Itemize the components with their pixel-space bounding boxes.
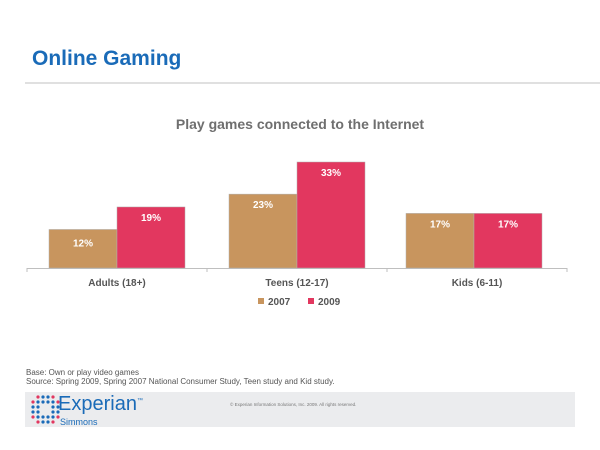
logo-dot [36, 405, 40, 409]
bar-2007-1 [228, 193, 298, 269]
footer-band [25, 392, 575, 427]
footnote-base: Base: Own or play video games [26, 368, 139, 377]
logo-dot [31, 410, 35, 414]
logo-dot [51, 420, 55, 424]
data-label: 33% [321, 168, 341, 179]
data-label: 19% [141, 213, 161, 224]
logo-dot [46, 400, 50, 404]
logo-dot [46, 395, 50, 399]
data-label: 23% [253, 200, 273, 211]
experian-logo-icon [31, 395, 60, 424]
data-label: 17% [430, 219, 450, 230]
title-divider [25, 82, 600, 84]
logo-dot [36, 410, 40, 414]
x-tick-label: Kids (6-11) [452, 278, 503, 289]
logo-dot [41, 395, 45, 399]
logo-dot [51, 405, 55, 409]
logo-dot [46, 415, 50, 419]
page-title: Online Gaming [32, 47, 182, 70]
logo-dot [41, 400, 45, 404]
logo-dot [41, 420, 45, 424]
logo-dot [56, 400, 60, 404]
logo-dot [56, 405, 60, 409]
logo-dot [51, 410, 55, 414]
brand-text: Experian [58, 393, 137, 415]
brand-tm: ™ [136, 398, 143, 404]
bar-chart: 12% 19% Adults (18+) 23% 33% Teens (12-17) 17%… [26, 161, 568, 308]
logo-dot [51, 415, 55, 419]
legend-swatch-2007 [258, 298, 264, 304]
footnote-source: Source: Spring 2009, Spring 2007 Nationa… [26, 377, 335, 386]
legend-label-2007: 2007 [268, 297, 291, 308]
brand-subtitle: Simmons [60, 417, 98, 427]
logo-dot [36, 400, 40, 404]
logo-dot [41, 415, 45, 419]
data-label: 12% [73, 238, 93, 249]
brand-name: Experian™ [58, 393, 143, 416]
logo-dot [51, 395, 55, 399]
x-tick-label: Teens (12-17) [265, 278, 328, 289]
logo-dot [31, 400, 35, 404]
bar-2009-2 [473, 213, 543, 269]
legend-label-2009: 2009 [318, 297, 341, 308]
legend-swatch-2009 [308, 298, 314, 304]
logo-dot [31, 405, 35, 409]
chart-title: Play games connected to the Internet [175, 116, 425, 132]
logo-dot [56, 415, 60, 419]
logo-dot [36, 420, 40, 424]
bar-2007-0 [48, 229, 118, 269]
logo-dot [56, 410, 60, 414]
logo-dot [46, 420, 50, 424]
logo-dot [36, 415, 40, 419]
copyright-text: © Experian Information Solutions, Inc. 2… [230, 402, 357, 407]
bar-2009-1 [296, 161, 366, 269]
logo-dot [31, 415, 35, 419]
x-tick-label: Adults (18+) [88, 278, 146, 289]
logo-dot [51, 400, 55, 404]
bar-2009-0 [116, 206, 186, 269]
data-label: 17% [498, 219, 518, 230]
logo-dot [36, 395, 40, 399]
bar-2007-2 [405, 213, 475, 269]
